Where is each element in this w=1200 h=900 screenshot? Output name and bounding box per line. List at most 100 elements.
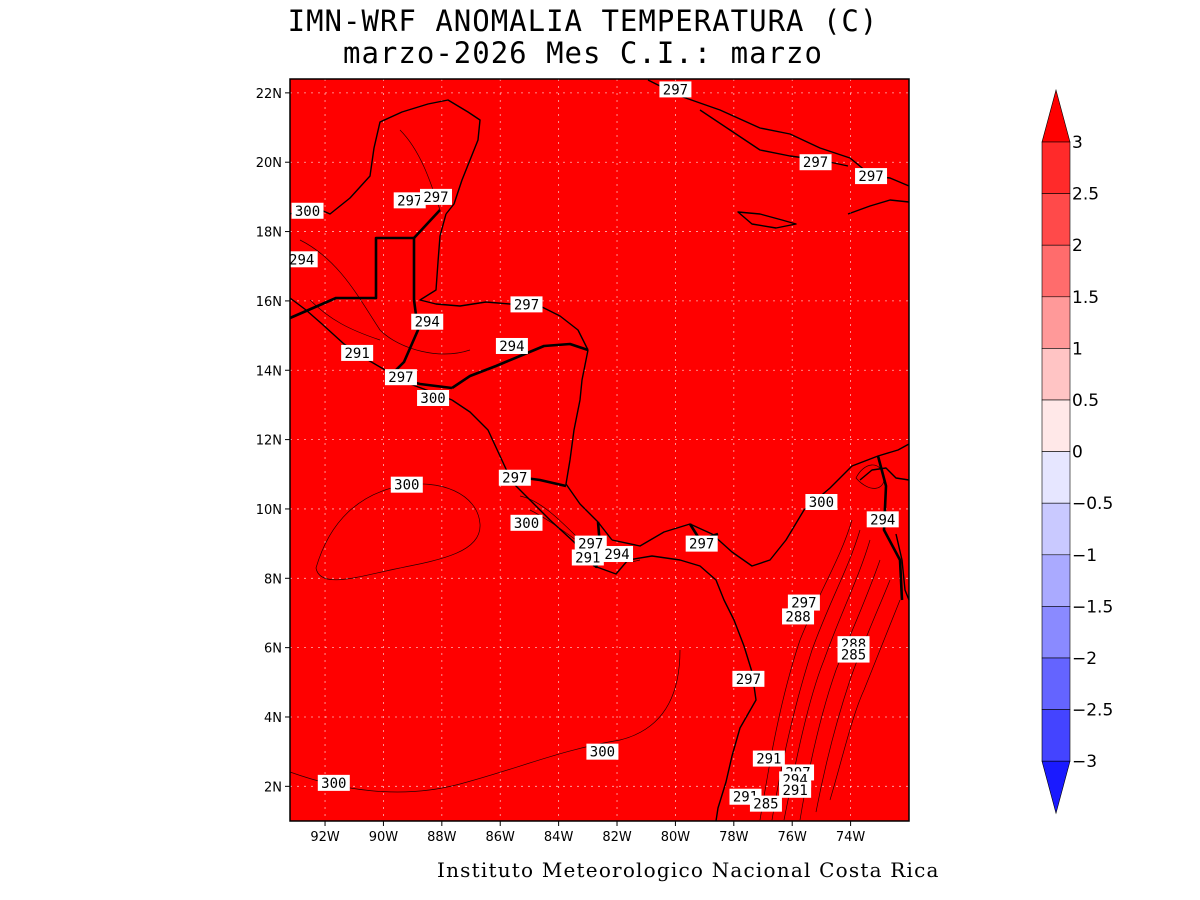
colorbar-label: −2 xyxy=(1072,649,1097,669)
contour-andes-e xyxy=(815,579,891,813)
contour-label: 294 xyxy=(495,337,528,355)
svg-text:297: 297 xyxy=(689,537,714,553)
contour-label: 285 xyxy=(749,795,782,813)
contour-label: 300 xyxy=(291,202,324,220)
map-frame xyxy=(289,78,910,822)
svg-text:294: 294 xyxy=(289,252,314,268)
colorbar-label: 0.5 xyxy=(1072,391,1099,411)
colorbar-segment xyxy=(1041,502,1071,556)
contour-andes-b xyxy=(771,529,861,821)
guatemala-belize-border xyxy=(413,209,441,239)
svg-text:300: 300 xyxy=(394,478,419,494)
svg-text:291: 291 xyxy=(345,346,370,362)
svg-text:297: 297 xyxy=(663,82,688,98)
colombia-venezuela-border xyxy=(876,455,904,601)
colorbar-label: −2.5 xyxy=(1072,701,1113,721)
contour-label: 297 xyxy=(855,168,888,185)
lon-tick-label: 86W xyxy=(486,830,516,845)
lat-tick-label: 2N xyxy=(264,780,282,795)
colorbar-segment xyxy=(1041,244,1071,298)
colorbar-over-arrow xyxy=(1041,88,1071,143)
lat-tick-label: 8N xyxy=(264,572,282,587)
colorbar: 3 2.5 2 1.5 1 0.5 0 −0.5 −1 −1.5 −2 −2.5 −3 xyxy=(1041,88,1113,815)
colorbar-segment xyxy=(1041,141,1071,194)
mexico-yucatan-coast xyxy=(289,99,481,215)
svg-text:297: 297 xyxy=(502,471,527,487)
contour-label: 297 xyxy=(659,81,692,98)
svg-text:297: 297 xyxy=(423,190,448,206)
contour-label: 291 xyxy=(341,344,374,362)
svg-text:285: 285 xyxy=(753,797,778,813)
contour-label: 297 xyxy=(419,188,452,206)
contour-label: 297 xyxy=(393,192,426,209)
colorbar-label: −1 xyxy=(1072,546,1097,566)
lon-tick-label: 80W xyxy=(661,830,691,845)
colombia-north-coast xyxy=(859,467,910,481)
map-title-line2: marzo-2026 Mes C.I.: marzo xyxy=(343,36,823,70)
svg-text:300: 300 xyxy=(590,745,615,761)
svg-text:288: 288 xyxy=(785,609,810,625)
svg-text:297: 297 xyxy=(388,370,413,386)
lon-tick-label: 74W xyxy=(836,830,866,845)
colorbar-segment xyxy=(1041,554,1071,607)
contour-label: 291 xyxy=(752,750,785,768)
contour-label: 294 xyxy=(411,313,444,331)
lat-tick-label: 18N xyxy=(256,226,282,241)
svg-text:300: 300 xyxy=(514,516,539,532)
svg-text:297: 297 xyxy=(803,155,828,171)
svg-text:297: 297 xyxy=(791,596,816,612)
colorbar-segment xyxy=(1041,296,1071,349)
lat-tick-label: 22N xyxy=(256,87,282,102)
colorbar-label: −1.5 xyxy=(1072,597,1113,617)
colorbar-segment xyxy=(1041,709,1071,762)
svg-text:297: 297 xyxy=(397,193,422,209)
colorbar-label: 2 xyxy=(1072,236,1083,256)
colorbar-label: 2.5 xyxy=(1072,185,1099,205)
contour-label: 291 xyxy=(779,781,812,799)
svg-text:291: 291 xyxy=(575,550,600,566)
lon-tick-label: 76W xyxy=(778,830,808,845)
svg-text:294: 294 xyxy=(499,339,524,355)
contour-label: 297 xyxy=(574,535,607,553)
map-axes: 22N 20N 18N 16N 14N 12N 10N 8N 6N 4N 2N 92W 90W 88W 86… xyxy=(256,87,866,845)
anomaly-fill xyxy=(290,79,909,821)
colorbar-label: 1.5 xyxy=(1072,288,1099,308)
contour-label: 300 xyxy=(510,514,543,532)
colorbar-label: 0 xyxy=(1072,443,1083,463)
contour-andes-a xyxy=(759,519,853,821)
lon-tick-label: 82W xyxy=(602,830,632,845)
colorbar-segment xyxy=(1041,348,1071,401)
contour-label: 285 xyxy=(837,646,870,664)
svg-text:297: 297 xyxy=(736,672,761,688)
graticule xyxy=(290,79,909,821)
contour-andes-f xyxy=(829,599,901,801)
belize-honduras-north-coast xyxy=(419,213,589,351)
lon-tick-label: 84W xyxy=(544,830,574,845)
lat-tick-label: 10N xyxy=(256,503,282,518)
svg-text:294: 294 xyxy=(415,315,440,331)
venezuela-coast xyxy=(895,533,910,601)
contour-label: 300 xyxy=(417,389,450,407)
contour-label: 297 xyxy=(384,369,417,386)
contour-label: 294 xyxy=(601,546,634,563)
svg-text:294: 294 xyxy=(604,547,629,563)
svg-text:300: 300 xyxy=(809,495,834,511)
contour-label: 297 xyxy=(685,535,718,553)
lat-tick-label: 20N xyxy=(256,156,282,171)
contour-highlands-guatemala-a xyxy=(299,239,471,355)
contour-sierra-nevada xyxy=(855,464,885,489)
lon-tick-label: 88W xyxy=(427,830,457,845)
lon-tick-label: 78W xyxy=(719,830,749,845)
svg-text:294: 294 xyxy=(870,512,895,528)
contour-label: 300 xyxy=(390,476,423,494)
contour-label: 288 xyxy=(782,608,815,625)
lat-tick-label: 6N xyxy=(264,642,282,657)
colorbar-under-arrow xyxy=(1041,760,1071,815)
contour-300-pacific xyxy=(315,483,481,581)
svg-text:291: 291 xyxy=(756,752,781,768)
lon-tick-label: 90W xyxy=(369,830,399,845)
jamaica-coast xyxy=(737,211,797,229)
nicaragua-caribbean-coast xyxy=(565,349,613,541)
lon-tick-label: 92W xyxy=(310,830,340,845)
